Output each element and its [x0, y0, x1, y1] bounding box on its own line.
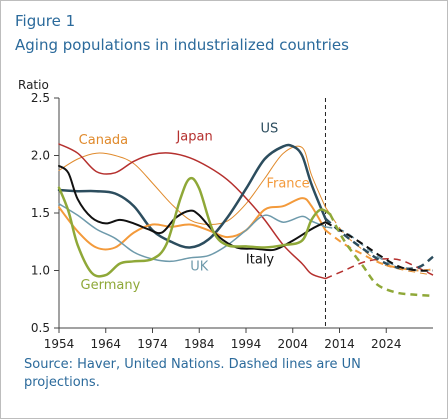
- series-labels: Canada Japan US France UK Italy Germany: [79, 122, 310, 293]
- series-line-uk: [58, 203, 327, 263]
- x-tick-label: 1994: [231, 337, 262, 351]
- series-label-canada: Canada: [79, 133, 128, 148]
- y-tick-label: 0.5: [31, 321, 50, 335]
- figure-label: Figure 1: [15, 12, 76, 30]
- y-axis-label: Ratio: [18, 78, 49, 92]
- series-line-germany: [57, 176, 332, 278]
- series-label-italy: Italy: [246, 253, 275, 268]
- series-label-france: France: [266, 177, 309, 192]
- x-tick-label: 1974: [137, 337, 168, 351]
- figure-title: Aging populations in industrialized coun…: [15, 36, 349, 54]
- series-label-japan: Japan: [175, 130, 212, 145]
- series-label-uk: UK: [190, 260, 209, 275]
- y-tick-label: 2.0: [31, 149, 50, 163]
- series-line-france: [58, 197, 327, 251]
- axes: [54, 97, 433, 333]
- source-note: Source: Haver, United Nations. Dashed li…: [24, 357, 361, 390]
- series-label-us: US: [260, 122, 278, 137]
- projection-line-canada: [325, 207, 434, 276]
- series-label-germany: Germany: [81, 278, 141, 293]
- x-tick-label: 2014: [324, 337, 355, 351]
- series-line-us: [57, 143, 327, 249]
- x-tick-label: 1954: [44, 337, 75, 351]
- projection-line-us: [324, 217, 434, 271]
- projection-line-uk: [325, 226, 434, 272]
- x-tick-label: 1964: [90, 337, 121, 351]
- series-line-japan: [58, 143, 327, 280]
- line-chart: Ratio 0.5 1.0 1.5 2.0 2.5 1954 1964 1974 1984 199…: [18, 78, 434, 351]
- y-tick-label: 2.5: [31, 91, 50, 105]
- y-tick-label: 1.0: [31, 264, 50, 278]
- tick-labels: 0.5 1.0 1.5 2.0 2.5 1954 1964 1974 1984 1994 2004 2…: [31, 91, 402, 351]
- x-tick-label: 1984: [184, 337, 215, 351]
- projection-line-france: [324, 229, 434, 272]
- x-tick-label: 2004: [277, 337, 308, 351]
- x-tick-label: 2024: [371, 337, 402, 351]
- projection-line-italy: [325, 221, 434, 272]
- y-tick-label: 1.5: [31, 206, 50, 220]
- series-lines: [57, 143, 434, 298]
- projection-line-germany: [328, 213, 434, 298]
